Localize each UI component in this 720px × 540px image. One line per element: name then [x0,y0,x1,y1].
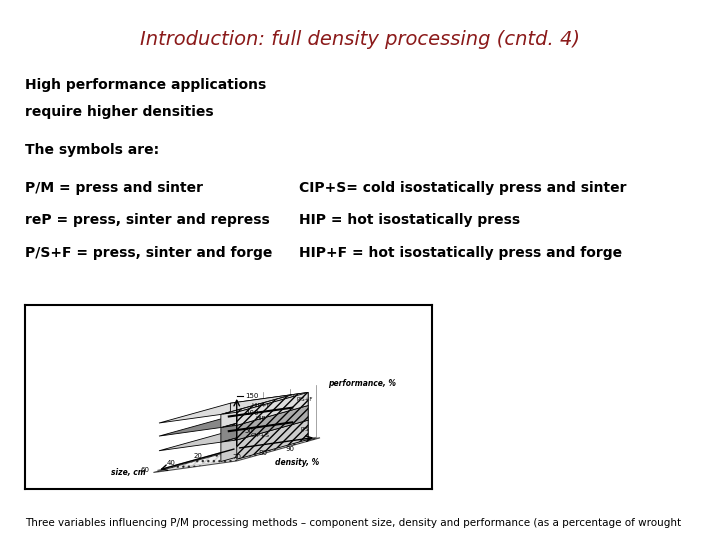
Polygon shape [294,406,308,422]
Text: HIP = hot isostatically press: HIP = hot isostatically press [299,213,520,227]
Text: HIP: HIP [256,416,266,421]
Polygon shape [230,408,292,431]
Text: Three variables influencing P/M processing methods – component size, density and: Three variables influencing P/M processi… [25,518,681,528]
Polygon shape [222,393,308,414]
Polygon shape [159,422,292,451]
Polygon shape [294,420,308,442]
Text: High performance applications: High performance applications [25,78,266,92]
Polygon shape [153,438,320,472]
Polygon shape [159,408,292,436]
Text: Introduction: full density processing (cntd. 4): Introduction: full density processing (c… [140,30,580,49]
Text: 80: 80 [258,450,268,456]
Text: density, %: density, % [274,458,319,467]
Text: P/S+F: P/S+F [297,396,313,402]
Text: HIP+F = hot isostatically press and forge: HIP+F = hot isostatically press and forg… [299,246,622,260]
Text: 40: 40 [167,460,176,466]
Text: reP = press, sinter and repress: reP = press, sinter and repress [25,213,270,227]
Text: 20: 20 [193,453,202,458]
Polygon shape [221,422,292,462]
Text: 60: 60 [140,467,149,474]
Text: 50: 50 [245,428,253,434]
Polygon shape [222,406,308,427]
Text: P/M = press and sinter: P/M = press and sinter [25,181,203,195]
Polygon shape [230,422,292,450]
Text: 150: 150 [245,393,258,399]
Text: performance, %: performance, % [328,379,396,388]
Polygon shape [221,408,292,442]
Text: The symbols are:: The symbols are: [25,143,159,157]
Text: HIP+F: HIP+F [251,403,270,408]
Polygon shape [158,437,316,470]
Polygon shape [237,420,308,460]
Text: P/S: P/S [301,427,310,432]
Polygon shape [230,395,292,416]
Polygon shape [237,393,308,426]
Text: CIP+S= cold isostatically press and sinter: CIP+S= cold isostatically press and sint… [299,181,626,195]
Text: 90: 90 [285,447,294,453]
Text: size, cm: size, cm [111,468,145,477]
Polygon shape [221,395,292,428]
Polygon shape [237,406,308,440]
Text: P/S+F = press, sinter and forge: P/S+F = press, sinter and forge [25,246,273,260]
Text: require higher densities: require higher densities [25,105,214,119]
Polygon shape [222,420,308,442]
Polygon shape [294,393,308,408]
Text: 100: 100 [245,410,258,416]
Text: CIP+S: CIP+S [251,433,270,438]
Polygon shape [159,395,292,423]
Text: 70: 70 [233,454,241,460]
